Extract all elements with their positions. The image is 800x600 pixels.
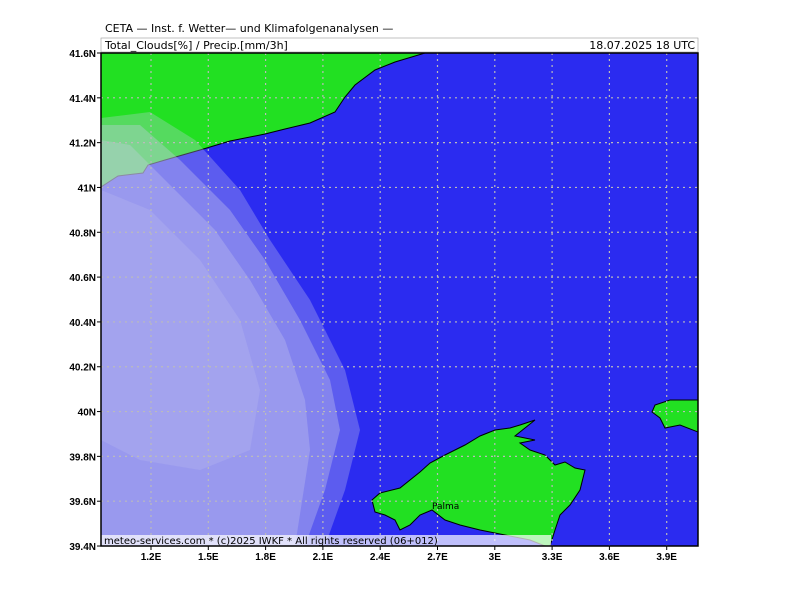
lon-label: 3E xyxy=(489,552,502,563)
lon-label: 2.4E xyxy=(370,552,391,563)
lat-label: 40N xyxy=(78,408,96,419)
valid-time: 18.07.2025 18 UTC xyxy=(589,39,695,52)
parameter: Total_Clouds[%] / Precip.[mm/3h] xyxy=(104,39,288,52)
mainland xyxy=(101,53,426,188)
lat-label: 41N xyxy=(78,183,96,194)
lat-label: 39.6N xyxy=(69,497,96,508)
credit-bar xyxy=(101,535,551,546)
lat-label: 40.8N xyxy=(69,228,96,239)
cloud-layer xyxy=(101,112,360,546)
lat-label: 40.2N xyxy=(69,363,96,374)
lat-label: 40.6N xyxy=(69,273,96,284)
lat-label: 39.8N xyxy=(69,452,96,463)
place-label: Palma xyxy=(432,502,459,512)
cloud-layer xyxy=(101,140,310,546)
lon-label: 3.9E xyxy=(656,552,677,563)
cloud-layer xyxy=(101,125,340,546)
lon-label: 1.2E xyxy=(141,552,162,563)
mallorca xyxy=(371,419,586,546)
cloud-layer xyxy=(101,190,260,470)
lon-label: 2.7E xyxy=(427,552,448,563)
lon-label: 1.5E xyxy=(198,552,219,563)
lon-label: 3.6E xyxy=(599,552,620,563)
lon-label: 3.3E xyxy=(542,552,563,563)
lon-label: 1.8E xyxy=(255,552,276,563)
lat-label: 41.4N xyxy=(69,94,96,105)
info-bar xyxy=(100,37,699,53)
grid xyxy=(101,53,698,546)
credit: meteo-services.com * (c)2025 IWKF * All … xyxy=(104,536,438,547)
title: CETA — Inst. f. Wetter— und Klimafolgena… xyxy=(105,22,393,35)
lat-label: 39.4N xyxy=(69,542,96,553)
lat-label: 41.2N xyxy=(69,139,96,150)
map-area: meteo-services.com * (c)2025 IWKF * All … xyxy=(101,53,698,547)
lat-label: 41.6N xyxy=(69,49,96,60)
lon-label: 2.1E xyxy=(313,552,334,563)
map-frame xyxy=(100,52,699,547)
axis-labels: 41.6N 41.4N 41.2N 41N 40.8N 40.6N 40.4N 40.2N 40… xyxy=(69,49,677,563)
lat-label: 40.4N xyxy=(69,318,96,329)
menorca xyxy=(651,399,698,433)
